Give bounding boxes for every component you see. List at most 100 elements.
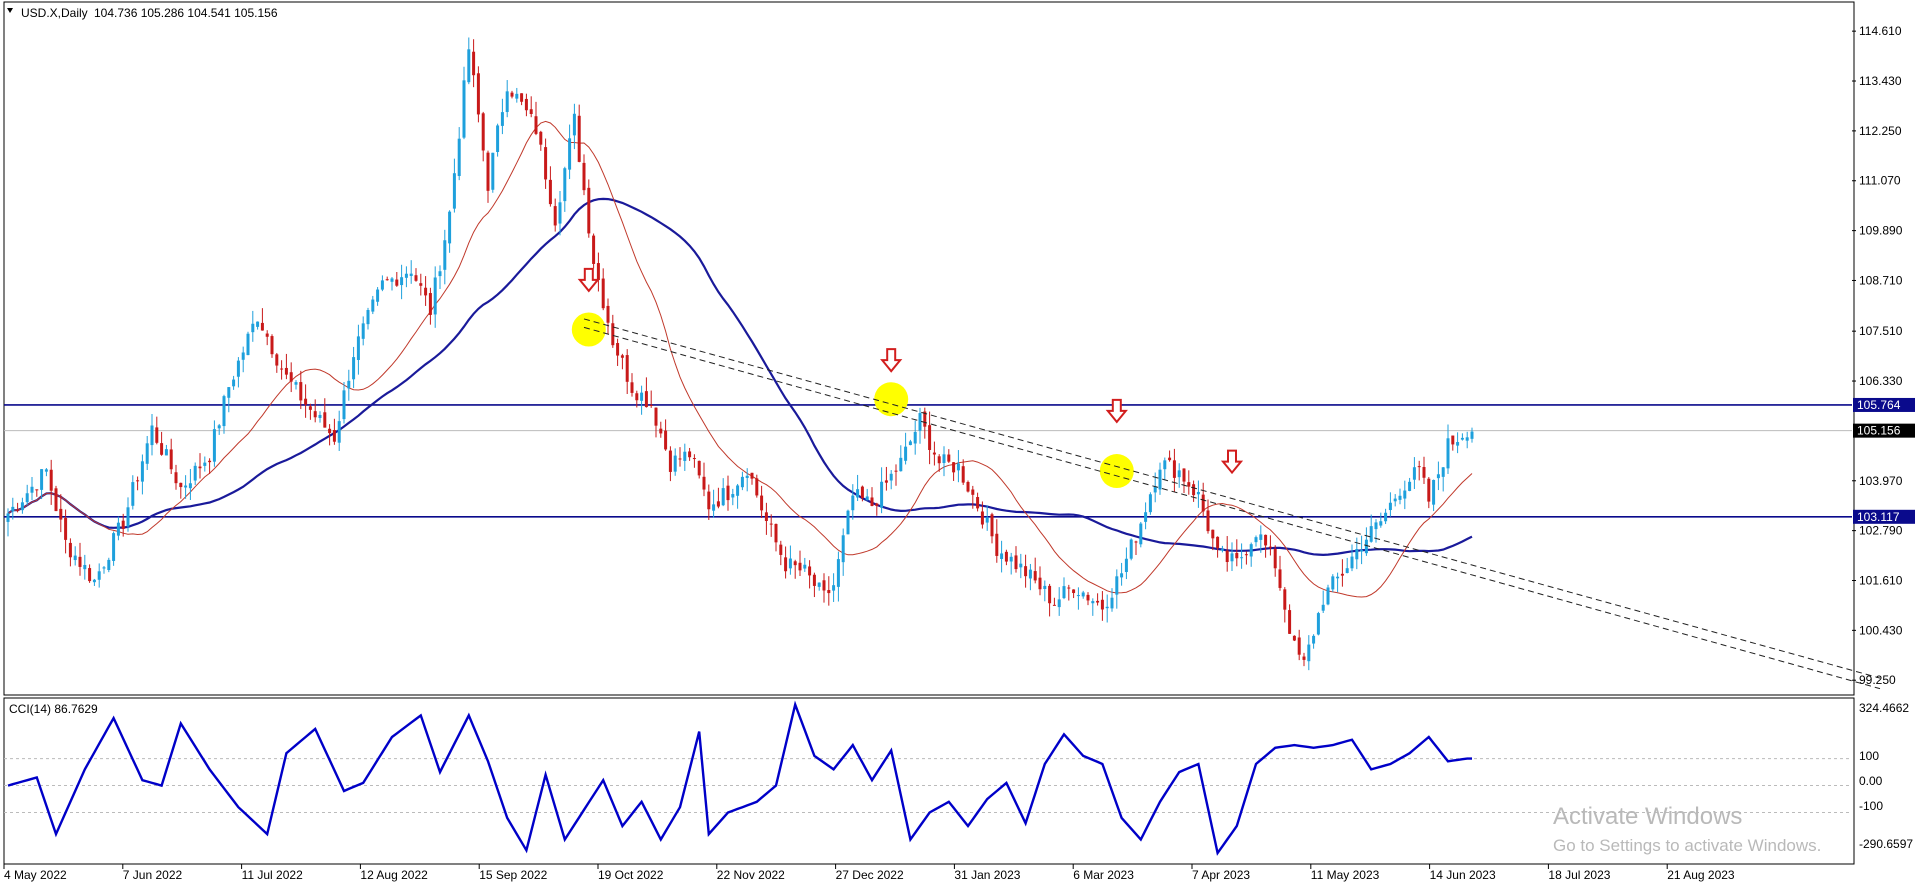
candle-body bbox=[390, 278, 394, 282]
candle-body bbox=[884, 480, 888, 483]
candle-body bbox=[1067, 587, 1071, 589]
chart-menu-icon[interactable] bbox=[7, 8, 13, 13]
candle-body bbox=[553, 206, 557, 226]
candle-body bbox=[932, 452, 936, 455]
candle-body bbox=[980, 511, 984, 525]
candle-body bbox=[702, 476, 706, 490]
candle-body bbox=[280, 368, 284, 370]
candle-body bbox=[505, 91, 509, 113]
down-arrow-icon bbox=[1105, 398, 1128, 424]
candle-body bbox=[1379, 521, 1383, 526]
candle-body bbox=[731, 494, 735, 498]
candle-body bbox=[808, 566, 812, 576]
candle-body bbox=[366, 310, 370, 325]
candle-body bbox=[822, 580, 826, 591]
cci-axis[interactable]: 324.4662 100 0.00 -100 -290.6597 bbox=[1859, 701, 1913, 851]
price-axis[interactable]: 114.610 113.430 112.250 111.070 109.890 108.7… bbox=[1852, 24, 1903, 687]
candle-body bbox=[961, 466, 965, 483]
candle-body bbox=[1417, 466, 1421, 468]
candle-body bbox=[1336, 576, 1340, 579]
candle-body bbox=[1249, 544, 1253, 557]
candle-body bbox=[1456, 442, 1460, 446]
candle-body bbox=[1139, 523, 1143, 545]
candle-body bbox=[908, 441, 912, 446]
candle-body bbox=[54, 488, 58, 512]
candle-body bbox=[323, 412, 327, 428]
candle-body bbox=[817, 582, 821, 587]
candle-body bbox=[1024, 566, 1028, 577]
candle-body bbox=[419, 283, 423, 286]
candle-body bbox=[356, 336, 360, 360]
candle-body bbox=[793, 561, 797, 566]
candle-body bbox=[1153, 486, 1157, 493]
price-tick-label: 111.070 bbox=[1859, 174, 1901, 188]
candle-body bbox=[400, 277, 404, 286]
candle-body bbox=[620, 355, 624, 358]
candle-body bbox=[937, 456, 941, 464]
candle-body bbox=[1048, 585, 1052, 604]
candle-body bbox=[1043, 585, 1047, 589]
cci-pane[interactable]: CCI(14) 86.7629 bbox=[3, 697, 1855, 865]
candle-body bbox=[534, 116, 538, 134]
candle-body bbox=[1259, 534, 1263, 540]
cci-axis-tick: 0.00 bbox=[1859, 774, 1883, 788]
candle-body bbox=[1038, 577, 1042, 590]
time-axis[interactable]: 4 May 2022 7 Jun 2022 11 Jul 2022 12 Aug 20… bbox=[3, 864, 1735, 882]
horizontal-lines[interactable]: 105.764 105.156 103.117 bbox=[4, 397, 1915, 524]
price-tick-label: 100.430 bbox=[1859, 623, 1903, 637]
candle-body bbox=[284, 367, 288, 375]
candle-body bbox=[83, 564, 87, 570]
candle-body bbox=[1196, 491, 1200, 495]
time-tick-label: 19 Oct 2022 bbox=[598, 868, 664, 882]
candle-body bbox=[203, 462, 207, 466]
price-level-badge bbox=[1853, 509, 1915, 524]
candle-body bbox=[856, 489, 860, 498]
candle-body bbox=[361, 323, 365, 339]
trendlines[interactable] bbox=[583, 318, 1881, 690]
highlight-circle bbox=[874, 382, 909, 417]
candle-body bbox=[851, 495, 855, 511]
candle-body bbox=[150, 425, 154, 446]
candle-body bbox=[328, 428, 332, 434]
candle-body bbox=[769, 523, 773, 525]
candle-body bbox=[241, 352, 245, 360]
price-tick-label: 108.710 bbox=[1859, 273, 1903, 287]
candle-body bbox=[1124, 558, 1128, 573]
time-tick-label: 7 Jun 2022 bbox=[123, 868, 183, 882]
candle-body bbox=[697, 460, 701, 476]
candle-body bbox=[894, 470, 898, 472]
candle-body bbox=[640, 392, 644, 401]
candle-body bbox=[716, 501, 720, 507]
candle-body bbox=[352, 357, 356, 380]
candle-body bbox=[1057, 599, 1061, 608]
candle-body bbox=[678, 458, 682, 460]
candle-body bbox=[1115, 576, 1119, 595]
candle-body bbox=[688, 451, 692, 458]
candle-body bbox=[438, 271, 442, 277]
candle-body bbox=[803, 564, 807, 569]
candle-body bbox=[208, 460, 212, 463]
candle-body bbox=[1129, 539, 1133, 559]
candle-body bbox=[582, 162, 586, 191]
candle-body bbox=[222, 396, 226, 427]
candle-body bbox=[928, 425, 932, 450]
price-tick-label: 102.790 bbox=[1859, 524, 1903, 538]
trendline[interactable] bbox=[583, 318, 1881, 679]
trendline[interactable] bbox=[583, 326, 1881, 690]
cci-axis-tick: -290.6597 bbox=[1859, 837, 1913, 851]
candle-body bbox=[188, 483, 192, 489]
candle-body bbox=[995, 533, 999, 556]
candle-body bbox=[1244, 554, 1248, 556]
candle-body bbox=[294, 382, 298, 385]
candle-body bbox=[174, 472, 178, 484]
candle-body bbox=[558, 202, 562, 224]
candle-body bbox=[236, 360, 240, 377]
candle-body bbox=[740, 476, 744, 488]
price-pane[interactable]: 105.764 105.156 103.117 USD.X,Daily 104.73… bbox=[3, 1, 1915, 696]
candle-body bbox=[611, 323, 615, 346]
cci-pane-frame bbox=[3, 697, 1855, 865]
candle-body bbox=[1235, 552, 1239, 559]
candle-body bbox=[750, 472, 754, 479]
candle-body bbox=[35, 489, 39, 491]
